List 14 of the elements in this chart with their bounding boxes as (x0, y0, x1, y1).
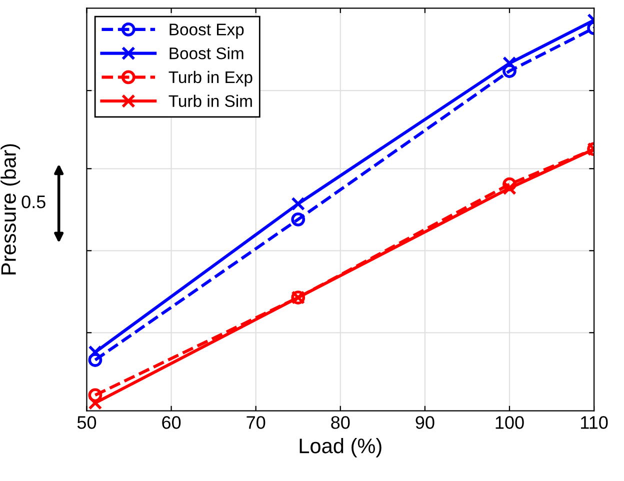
legend-label: Turb in Sim (168, 94, 252, 108)
x-tick-label: 100 (496, 416, 524, 429)
text: 0.5 (22, 196, 46, 208)
x-tick-label: 80 (331, 416, 350, 429)
x-tick-label: 60 (162, 416, 181, 429)
y-axis-title: Pressure (bar) (0, 144, 20, 274)
x-axis-title: Load (%) (300, 438, 382, 458)
x-tick-label: 90 (416, 416, 434, 429)
x-tick-label: 110 (581, 416, 608, 429)
legend-label: Turb in Exp (168, 70, 252, 86)
legend-label: Boost Sim (170, 47, 244, 60)
x-tick-label: 50 (77, 416, 96, 429)
legend-label: Boost Exp (170, 24, 244, 39)
x-tick-label: 70 (246, 416, 266, 429)
